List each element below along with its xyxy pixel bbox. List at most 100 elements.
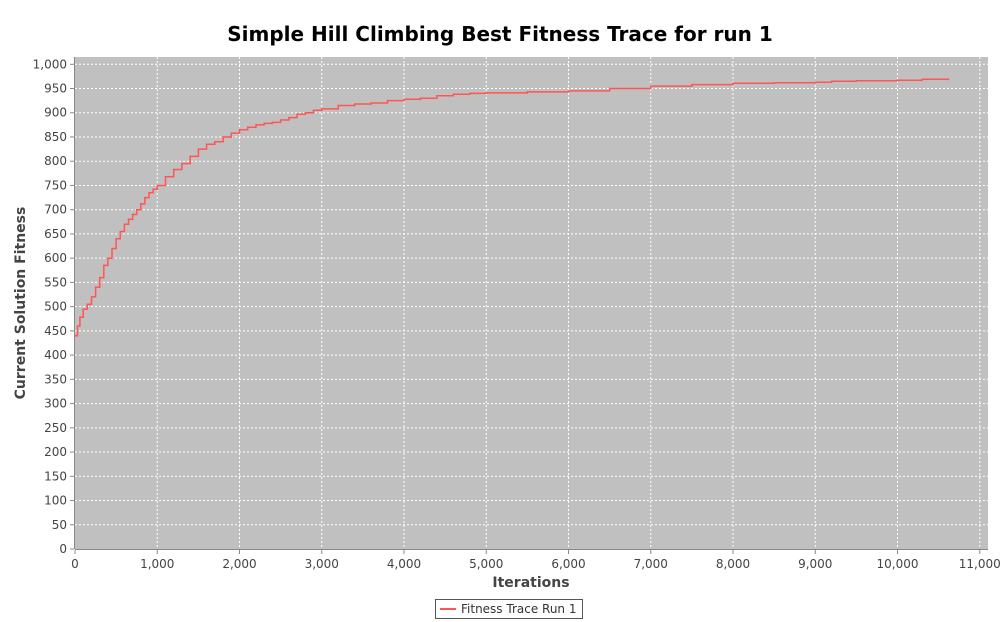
data-point bbox=[370, 102, 372, 104]
data-point bbox=[896, 79, 899, 81]
data-point bbox=[452, 93, 454, 95]
data-point bbox=[103, 264, 105, 267]
data-point bbox=[156, 184, 158, 187]
data-point bbox=[386, 100, 389, 102]
y-tick-label: 500 bbox=[44, 300, 67, 314]
data-point bbox=[831, 80, 833, 82]
data-point bbox=[148, 192, 150, 194]
data-point bbox=[773, 82, 775, 84]
data-point bbox=[214, 141, 216, 143]
x-axis-title: Iterations bbox=[492, 575, 569, 591]
y-tick-label: 900 bbox=[44, 106, 67, 120]
data-point bbox=[90, 296, 93, 298]
data-point bbox=[814, 81, 816, 83]
data-point bbox=[82, 308, 84, 310]
data-point bbox=[79, 316, 81, 318]
data-point bbox=[312, 109, 315, 111]
data-point bbox=[94, 286, 97, 288]
chart-title: Simple Hill Climbing Best Fitness Trace … bbox=[227, 22, 773, 46]
data-point bbox=[855, 80, 857, 82]
data-point bbox=[131, 213, 134, 216]
x-tick-label: 4,000 bbox=[387, 557, 421, 571]
data-point bbox=[567, 90, 570, 92]
data-point bbox=[732, 82, 734, 84]
x-tick-label: 3,000 bbox=[305, 557, 339, 571]
data-point bbox=[127, 218, 130, 220]
data-point bbox=[111, 247, 113, 250]
y-tick-label: 250 bbox=[44, 421, 67, 435]
y-tick-label: 100 bbox=[44, 494, 67, 508]
y-tick-label: 150 bbox=[44, 469, 67, 483]
data-point bbox=[691, 84, 693, 86]
y-tick-label: 1,000 bbox=[33, 57, 67, 71]
data-point bbox=[354, 103, 356, 105]
data-point bbox=[469, 92, 471, 94]
data-point bbox=[107, 257, 109, 259]
data-point bbox=[173, 168, 175, 171]
data-point bbox=[164, 176, 167, 178]
y-tick-label: 0 bbox=[59, 542, 67, 556]
data-point bbox=[74, 335, 76, 337]
legend: Fitness Trace Run 1 bbox=[435, 599, 584, 619]
data-point bbox=[296, 113, 298, 115]
data-point bbox=[337, 104, 339, 107]
data-point bbox=[140, 203, 142, 205]
data-point bbox=[288, 116, 290, 119]
data-point bbox=[115, 238, 117, 240]
data-point bbox=[419, 97, 422, 99]
x-tick-label: 11,000 bbox=[959, 557, 1000, 571]
data-point bbox=[947, 79, 950, 81]
data-point bbox=[76, 325, 79, 327]
data-point bbox=[271, 121, 274, 124]
x-tick-label: 9,000 bbox=[798, 557, 832, 571]
data-point bbox=[206, 143, 208, 145]
data-point bbox=[230, 132, 232, 134]
y-tick-label: 50 bbox=[52, 518, 67, 532]
y-tick-label: 950 bbox=[44, 82, 67, 96]
data-point bbox=[403, 98, 405, 100]
x-tick-label: 0 bbox=[71, 557, 79, 571]
x-tick-label: 1,000 bbox=[140, 557, 174, 571]
data-point bbox=[304, 112, 306, 114]
data-point bbox=[144, 196, 146, 199]
y-axis-title: Current Solution Fitness bbox=[13, 207, 29, 400]
data-point bbox=[181, 163, 183, 165]
y-tick-label: 200 bbox=[44, 445, 67, 459]
data-point bbox=[485, 92, 487, 94]
data-point bbox=[136, 209, 138, 211]
y-tick-label: 700 bbox=[44, 203, 67, 217]
data-point bbox=[197, 148, 199, 150]
data-point bbox=[86, 303, 88, 305]
x-tick-label: 10,000 bbox=[877, 557, 919, 571]
data-point bbox=[609, 87, 611, 90]
x-tick-label: 7,000 bbox=[634, 557, 668, 571]
data-point bbox=[921, 78, 923, 80]
data-point bbox=[255, 124, 257, 126]
axis-layer bbox=[74, 57, 988, 550]
series-layer bbox=[74, 78, 950, 337]
plot-area bbox=[75, 57, 988, 549]
y-tick-label: 400 bbox=[44, 348, 67, 362]
data-point bbox=[247, 126, 249, 128]
data-point bbox=[189, 155, 191, 157]
y-tick-label: 750 bbox=[44, 178, 67, 192]
x-tick-label: 2,000 bbox=[222, 557, 256, 571]
data-point bbox=[222, 136, 224, 138]
y-tick-label: 600 bbox=[44, 251, 67, 265]
legend-label: Fitness Trace Run 1 bbox=[461, 602, 577, 616]
data-point bbox=[152, 188, 154, 190]
x-tick-label: 8,000 bbox=[716, 557, 750, 571]
data-point bbox=[238, 129, 241, 131]
data-point bbox=[436, 95, 438, 97]
data-point bbox=[280, 119, 282, 121]
x-tick-label: 6,000 bbox=[551, 557, 585, 571]
y-tick-label: 550 bbox=[44, 275, 67, 289]
y-tick-label: 650 bbox=[44, 227, 67, 241]
data-point bbox=[263, 122, 265, 125]
tick-layer: 0 1,000 2,000 3,000 4,000 5,000 6,000 7,000 8,00… bbox=[33, 57, 1000, 571]
y-tick-label: 800 bbox=[44, 154, 67, 168]
y-tick-label: 850 bbox=[44, 130, 67, 144]
data-point bbox=[123, 223, 125, 225]
data-point bbox=[321, 108, 323, 110]
